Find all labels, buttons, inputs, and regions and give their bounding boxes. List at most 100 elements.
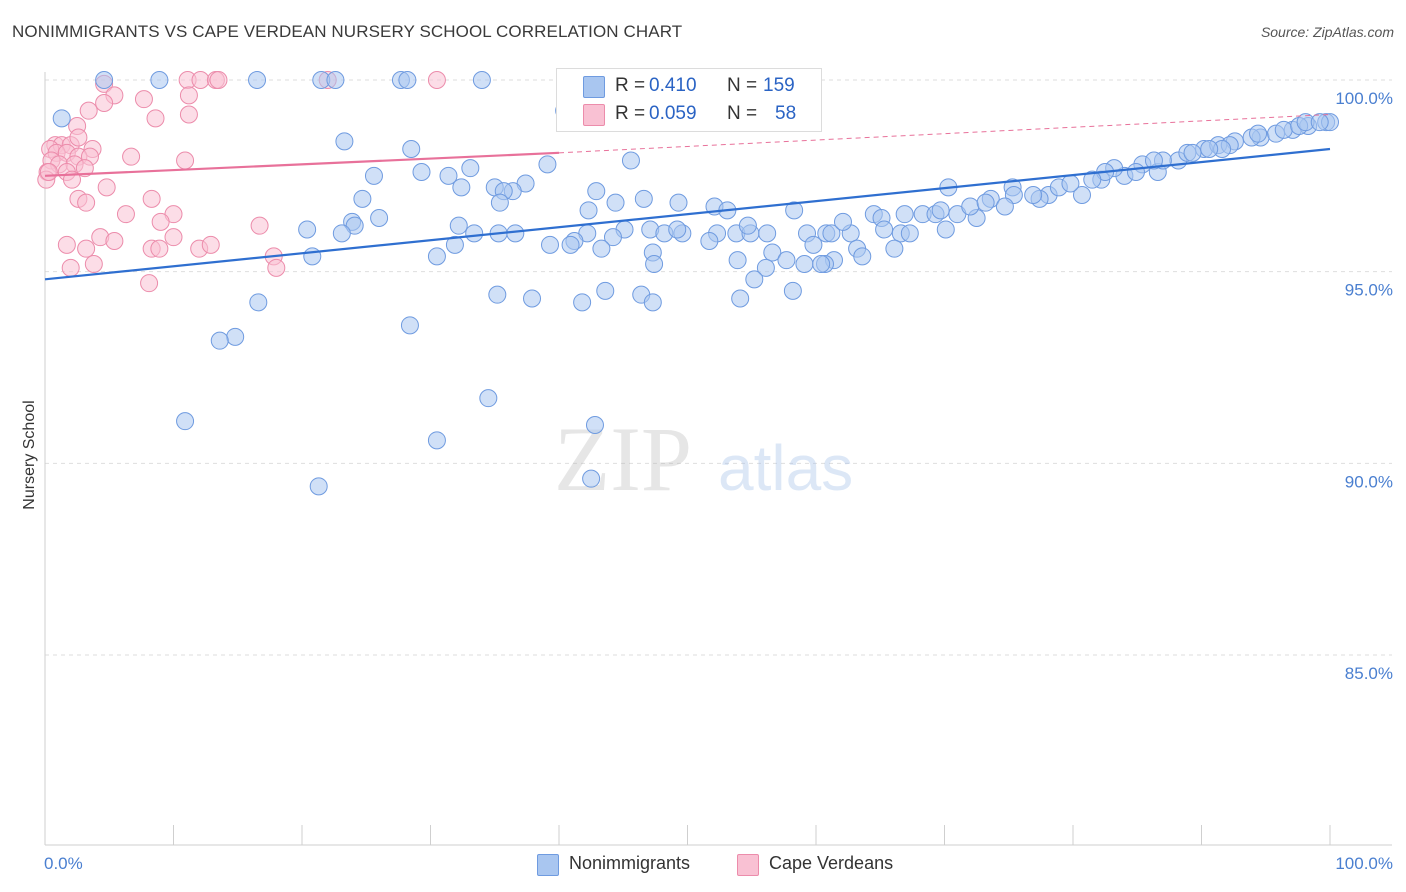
data-point-nonimmigrants xyxy=(596,281,615,300)
data-point-nonimmigrants xyxy=(541,235,560,254)
data-point-nonimmigrants xyxy=(785,201,804,220)
data-point-nonimmigrants xyxy=(1024,186,1043,204)
data-point-nonimmigrants xyxy=(573,293,592,312)
data-point-nonimmigrants xyxy=(804,235,823,254)
data-point-nonimmigrants xyxy=(303,247,322,266)
data-point-nonimmigrants xyxy=(488,285,507,304)
series-nonimmigrants-points xyxy=(52,71,1339,496)
data-point-nonimmigrants xyxy=(445,235,464,254)
data-point-cape-verdeans xyxy=(105,232,124,250)
data-point-nonimmigrants xyxy=(335,132,354,151)
data-point-nonimmigrants xyxy=(1200,140,1219,158)
data-point-nonimmigrants xyxy=(822,224,841,243)
data-point-nonimmigrants xyxy=(585,416,604,434)
trend-line-nonimmigrants xyxy=(44,147,1331,281)
trend-line-cape-verdeans xyxy=(44,151,560,177)
data-point-nonimmigrants xyxy=(538,155,557,174)
data-point-cape-verdeans xyxy=(146,109,165,128)
data-point-nonimmigrants xyxy=(1274,120,1293,139)
y-tick-label: 90.0% xyxy=(1345,472,1393,491)
data-point-nonimmigrants xyxy=(176,412,195,431)
data-point-nonimmigrants xyxy=(833,212,852,231)
legend-label: Cape Verdeans xyxy=(769,853,894,873)
data-point-nonimmigrants xyxy=(579,201,598,220)
data-point-cape-verdeans xyxy=(75,159,94,178)
data-point-nonimmigrants xyxy=(634,189,653,208)
data-point-cape-verdeans xyxy=(122,147,141,166)
data-point-nonimmigrants xyxy=(812,255,831,273)
data-point-cape-verdeans xyxy=(77,193,96,212)
data-point-nonimmigrants xyxy=(668,220,687,239)
data-point-nonimmigrants xyxy=(479,389,498,408)
data-point-nonimmigrants xyxy=(452,178,471,197)
data-point-nonimmigrants xyxy=(298,220,317,239)
data-point-nonimmigrants xyxy=(587,182,606,201)
y-tick-label: 85.0% xyxy=(1345,664,1393,683)
r-value: 0.059 xyxy=(649,103,697,124)
data-point-nonimmigrants xyxy=(226,327,245,346)
data-point-nonimmigrants xyxy=(745,270,764,289)
data-point-nonimmigrants xyxy=(758,224,777,243)
data-point-cape-verdeans xyxy=(250,216,269,235)
data-point-nonimmigrants xyxy=(1310,113,1329,132)
data-point-cape-verdeans xyxy=(150,239,169,258)
data-point-nonimmigrants xyxy=(592,239,611,258)
data-point-nonimmigrants xyxy=(326,71,345,89)
data-point-cape-verdeans xyxy=(179,86,198,105)
data-point-nonimmigrants xyxy=(738,216,757,235)
data-point-nonimmigrants xyxy=(783,281,802,300)
data-point-nonimmigrants xyxy=(645,255,664,273)
legend-swatch-blue xyxy=(537,854,559,876)
data-point-cape-verdeans xyxy=(134,90,153,109)
data-point-nonimmigrants xyxy=(669,193,688,212)
watermark-zip: ZIP xyxy=(554,408,692,510)
data-point-cape-verdeans xyxy=(267,258,286,277)
source-label: Source: ZipAtlas.com xyxy=(1260,24,1394,40)
data-point-nonimmigrants xyxy=(449,216,468,235)
data-point-cape-verdeans xyxy=(164,228,183,247)
data-point-nonimmigrants xyxy=(150,71,169,89)
data-point-nonimmigrants xyxy=(603,228,622,247)
data-point-cape-verdeans xyxy=(57,235,76,254)
n-value: 58 xyxy=(775,103,797,124)
axes xyxy=(44,72,1392,846)
stats-legend-row-nonimmigrants: R = 0.410 N = 159 xyxy=(557,72,821,100)
x-tick-label: 100.0% xyxy=(1335,854,1393,873)
stats-legend-row-cape-verdeans: R = 0.059 N = 58 xyxy=(557,100,821,128)
data-point-cape-verdeans xyxy=(39,163,58,181)
data-point-nonimmigrants xyxy=(936,220,955,239)
data-point-nonimmigrants xyxy=(1061,174,1080,193)
data-point-cape-verdeans xyxy=(151,212,170,231)
data-point-nonimmigrants xyxy=(895,205,914,224)
data-point-cape-verdeans xyxy=(69,128,88,147)
trend-lines xyxy=(44,114,1331,281)
watermark: ZIP atlas xyxy=(554,408,853,510)
data-point-nonimmigrants xyxy=(370,209,389,227)
data-point-nonimmigrants xyxy=(248,71,267,89)
data-point-cape-verdeans xyxy=(142,189,161,208)
stats-legend: R = 0.410 N = 159 R = 0.059 N = 58 xyxy=(556,68,822,132)
data-point-nonimmigrants xyxy=(1144,151,1163,170)
data-point-cape-verdeans xyxy=(209,71,228,89)
data-point-nonimmigrants xyxy=(1249,124,1268,143)
data-point-nonimmigrants xyxy=(249,293,268,312)
data-point-cape-verdeans xyxy=(201,235,220,254)
data-point-nonimmigrants xyxy=(885,239,904,258)
data-point-nonimmigrants xyxy=(332,224,351,243)
data-point-nonimmigrants xyxy=(763,243,782,262)
data-point-cape-verdeans xyxy=(176,151,195,170)
data-point-nonimmigrants xyxy=(1072,186,1091,204)
data-point-cape-verdeans xyxy=(77,239,96,258)
data-point-nonimmigrants xyxy=(461,159,480,178)
data-point-nonimmigrants xyxy=(931,201,950,220)
data-point-cape-verdeans xyxy=(140,274,159,293)
legend-swatch-blue xyxy=(583,76,605,98)
data-point-nonimmigrants xyxy=(1183,143,1202,162)
watermark-atlas: atlas xyxy=(718,432,853,504)
data-point-cape-verdeans xyxy=(179,105,198,124)
data-point-nonimmigrants xyxy=(700,232,719,250)
data-point-nonimmigrants xyxy=(853,247,872,266)
data-point-nonimmigrants xyxy=(400,316,419,335)
tick-labels: 100.0% 95.0% 90.0% 85.0% 0.0% 100.0% xyxy=(44,89,1393,873)
